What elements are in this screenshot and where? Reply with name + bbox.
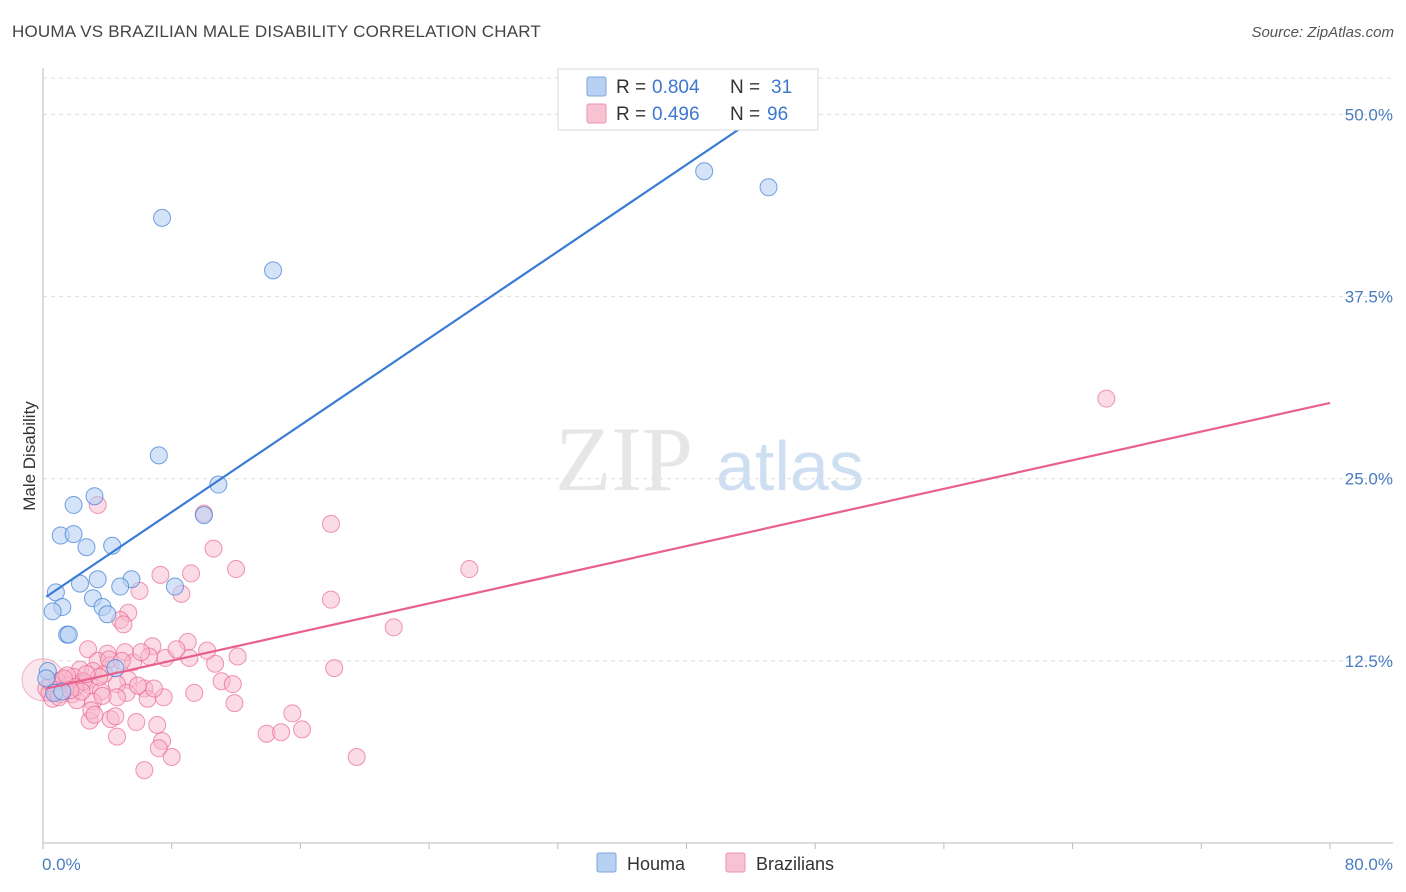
brazilians-point-62: [85, 705, 104, 724]
brazilians-point-65: [148, 715, 167, 734]
legend-brazilians-n-label: N =: [730, 104, 760, 125]
houma-point-25: [59, 625, 78, 644]
houma-point-2: [695, 162, 714, 181]
bottom-legend: Houma Brazilians: [596, 852, 834, 874]
brazilians-point-85: [145, 679, 164, 698]
houma-trendline: [45, 106, 773, 598]
brazilians-point-64: [127, 713, 146, 732]
y-tick-label-0: 12.5%: [1345, 652, 1393, 671]
brazilians-point-11: [321, 590, 340, 609]
brazilians-point-58: [225, 694, 244, 713]
brazilians-point-7: [182, 564, 201, 583]
houma-point-7: [194, 506, 213, 525]
brazilians-point-15: [384, 618, 403, 637]
houma-point-14: [88, 570, 107, 589]
houma-point-22: [43, 602, 62, 621]
brazilians-point-95: [128, 676, 147, 695]
brazilians-point-4: [204, 539, 223, 558]
brazilians-point-5: [460, 560, 479, 579]
watermark-atlas: atlas: [716, 427, 864, 505]
top-legend: R = 0.804 N = 31 R = 0.496 N = 96: [557, 68, 819, 131]
brazilians-trendline: [45, 401, 1331, 690]
legend-brazilians-r-label: R =: [616, 104, 646, 125]
trendlines: [45, 106, 1331, 690]
brazilians-point-63: [106, 707, 125, 726]
bottom-legend-houma: Houma: [627, 854, 686, 874]
brazilians-point-73: [162, 748, 181, 767]
chart-source: Source: ZipAtlas.com: [1251, 24, 1394, 41]
legend-houma-n-value: 31: [771, 77, 792, 98]
houma-point-17: [165, 577, 184, 596]
houma-point-5: [209, 475, 228, 494]
brazilians-point-75: [347, 748, 366, 767]
brazilians-point-67: [293, 720, 312, 739]
brazilians-point-66: [283, 704, 302, 723]
houma-point-30: [53, 682, 72, 701]
houma-point-10: [64, 525, 83, 544]
y-tick-label-3: 50.0%: [1345, 105, 1393, 124]
brazilians-point-2: [321, 514, 340, 533]
houma-point-4: [149, 446, 168, 465]
bottom-legend-brazilians: Brazilians: [756, 854, 834, 874]
brazilians-point-69: [272, 723, 291, 742]
houma-point-16: [111, 577, 130, 596]
houma-point-6: [85, 487, 104, 506]
brazilians-point-91: [132, 643, 151, 662]
x-tick-label-min: 0.0%: [42, 855, 81, 874]
y-tick-labels: 12.5% 25.0% 37.5% 50.0%: [1345, 105, 1393, 670]
grid: [43, 77, 1393, 662]
houma-point-27: [37, 669, 56, 688]
houma-point-0: [153, 208, 172, 227]
houma-point-3: [759, 178, 778, 197]
brazilians-point-72: [149, 739, 168, 758]
brazilians-point-6: [227, 560, 246, 579]
houma-point-1: [264, 261, 283, 280]
houma-point-8: [64, 495, 83, 514]
legend-brazilians-n-value: 96: [767, 104, 788, 125]
brazilians-point-26: [228, 647, 247, 666]
watermark: ZIP atlas: [555, 408, 864, 510]
brazilians-point-81: [167, 640, 186, 659]
bottom-legend-swatch-houma: [596, 852, 617, 873]
legend-swatch-houma: [586, 76, 607, 97]
brazilians-point-14: [114, 615, 133, 634]
x-tick-labels: 0.0% 80.0%: [42, 855, 1393, 874]
brazilians-point-8: [151, 565, 170, 584]
brazilians-point-25: [206, 654, 225, 673]
brazilians-point-48: [223, 675, 242, 694]
brazilians-point-70: [108, 727, 127, 746]
brazilians-point-18: [79, 640, 98, 659]
chart-title: HOUMA VS BRAZILIAN MALE DISABILITY CORRE…: [12, 22, 542, 41]
brazilians-point-0: [1097, 389, 1116, 408]
brazilians-point-74: [135, 761, 154, 780]
brazilians-point-92: [93, 686, 112, 705]
legend-swatch-brazilians: [586, 103, 607, 124]
bottom-legend-swatch-brazilians: [725, 852, 746, 873]
y-axis-label: Male Disability: [20, 401, 39, 511]
houma-point-11: [77, 538, 96, 557]
x-tick-label-max: 80.0%: [1345, 855, 1393, 874]
legend-houma-r-label: R =: [616, 77, 646, 98]
y-tick-label-2: 37.5%: [1345, 288, 1393, 307]
legend-houma-n-label: N =: [730, 77, 760, 98]
brazilians-point-29: [325, 659, 344, 678]
legend-houma-r-value: 0.804: [652, 77, 700, 98]
axes: [42, 68, 1393, 849]
legend-brazilians-r-value: 0.496: [652, 104, 700, 125]
watermark-zip: ZIP: [555, 408, 693, 510]
y-tick-label-1: 25.0%: [1345, 470, 1393, 489]
houma-point-23: [98, 605, 117, 624]
brazilians-point-47: [185, 683, 204, 702]
